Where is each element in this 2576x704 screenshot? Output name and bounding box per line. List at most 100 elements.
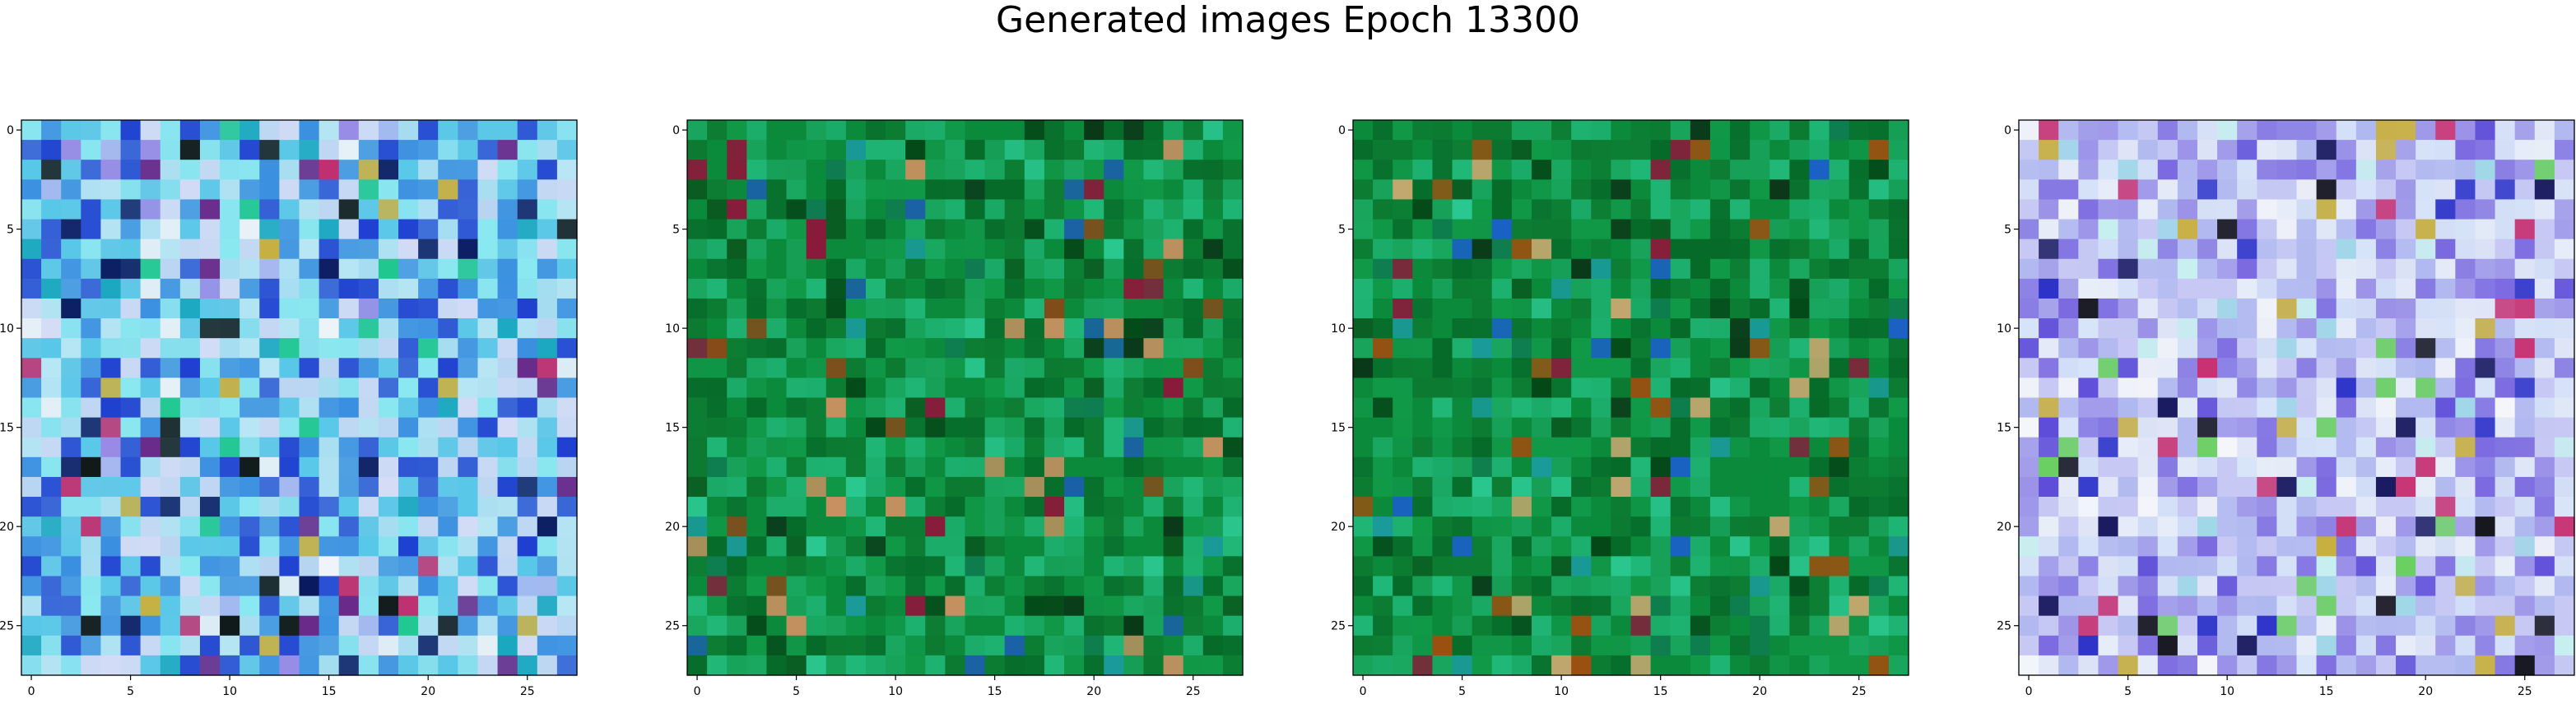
pixel-cell — [458, 278, 479, 299]
pixel-cell — [120, 298, 142, 319]
pixel-cell — [81, 397, 102, 419]
pixel-cell — [727, 179, 747, 201]
pixel-cell — [1004, 160, 1025, 180]
pixel-cell — [1163, 298, 1184, 319]
pixel-cell — [2495, 536, 2516, 557]
pixel-cell — [1432, 239, 1453, 260]
pixel-cell — [299, 298, 320, 319]
pixel-cell — [2197, 595, 2218, 617]
pixel-cell — [1750, 358, 1770, 378]
pixel-cell — [2475, 160, 2496, 180]
pixel-cell — [1888, 140, 1909, 160]
pixel-cell — [1630, 120, 1652, 141]
pixel-cell — [220, 456, 240, 478]
pixel-cell — [2514, 338, 2536, 359]
pixel-cell — [2078, 516, 2099, 537]
pixel-cell — [279, 160, 300, 180]
pixel-cell — [319, 239, 340, 260]
pixel-cell — [1769, 179, 1790, 201]
pixel-cell — [1432, 497, 1453, 517]
pixel-cell — [727, 536, 747, 557]
pixel-cell — [746, 358, 768, 378]
pixel-cell — [1591, 179, 1611, 201]
pixel-cell — [2137, 417, 2159, 438]
pixel-cell — [2078, 556, 2099, 577]
pixel-cell — [458, 219, 479, 240]
pixel-cell — [21, 258, 42, 280]
pixel-cell — [1143, 120, 1165, 141]
pixel-cell — [2217, 120, 2238, 141]
pixel-cell — [2257, 338, 2277, 359]
pixel-cell — [865, 219, 886, 240]
pixel-cell — [537, 397, 558, 419]
pixel-cell — [220, 635, 240, 656]
pixel-cell — [556, 595, 578, 617]
pixel-cell — [179, 140, 201, 160]
pixel-cell — [220, 397, 240, 419]
pixel-cell — [1084, 576, 1104, 597]
pixel-cell — [687, 338, 708, 359]
pixel-cell — [1531, 377, 1552, 399]
pixel-cell — [2375, 516, 2397, 537]
pixel-cell — [746, 179, 768, 201]
pixel-cell — [707, 358, 728, 378]
pixel-cell — [279, 278, 300, 299]
pixel-cell — [1183, 318, 1204, 339]
pixel-cell — [2534, 595, 2555, 617]
pixel-cell — [1531, 199, 1552, 220]
pixel-cell — [2355, 576, 2377, 597]
pixel-cell — [1789, 456, 1811, 478]
pixel-cell — [1769, 160, 1790, 180]
pixel-cell — [2534, 536, 2555, 557]
pixel-cell — [1531, 417, 1552, 438]
pixel-cell — [746, 456, 768, 478]
pixel-cell — [2396, 635, 2416, 656]
pixel-cell — [2316, 417, 2337, 438]
pixel-cell — [160, 655, 181, 676]
pixel-cell — [806, 239, 827, 260]
pixel-cell — [2276, 516, 2298, 537]
pixel-cell — [1551, 437, 1572, 458]
pixel-cell — [707, 160, 728, 180]
pixel-cell — [458, 497, 479, 517]
pixel-cell — [2475, 456, 2496, 478]
pixel-cell — [945, 615, 966, 637]
pixel-cell — [299, 338, 320, 359]
pixel-cell — [2137, 179, 2159, 201]
pixel-cell — [537, 635, 558, 656]
pixel-cell — [160, 219, 181, 240]
pixel-cell — [1709, 377, 1731, 399]
pixel-cell — [1024, 160, 1045, 180]
pixel-cell — [100, 160, 122, 180]
pixel-cell — [477, 476, 499, 498]
pixel-cell — [687, 397, 708, 419]
pixel-cell — [2534, 120, 2555, 141]
pixel-cell — [1044, 635, 1065, 656]
pixel-cell — [1004, 219, 1025, 240]
pixel-cell — [438, 120, 458, 141]
pixel-cell — [279, 358, 300, 378]
pixel-cell — [1670, 536, 1691, 557]
pixel-cell — [1064, 140, 1085, 160]
pixel-cell — [100, 358, 122, 378]
pixel-cell — [1452, 199, 1473, 220]
pixel-cell — [1611, 556, 1632, 577]
pixel-cell — [1024, 615, 1045, 637]
pixel-cell — [2534, 239, 2555, 260]
pixel-cell — [886, 278, 906, 299]
pixel-cell — [766, 655, 788, 676]
pixel-cell — [1709, 397, 1731, 419]
pixel-cell — [2296, 258, 2318, 280]
pixel-cell — [984, 576, 1006, 597]
pixel-cell — [418, 576, 439, 597]
pixel-cell — [1611, 160, 1632, 180]
pixel-cell — [2019, 655, 2039, 676]
pixel-cell — [1511, 199, 1532, 220]
pixel-cell — [338, 239, 360, 260]
pixel-cell — [1809, 635, 1830, 656]
pixel-cell — [1829, 239, 1850, 260]
pixel-cell — [2237, 318, 2257, 339]
pixel-cell — [2475, 140, 2496, 160]
pixel-cell — [825, 456, 847, 478]
pixel-cell — [299, 497, 320, 517]
